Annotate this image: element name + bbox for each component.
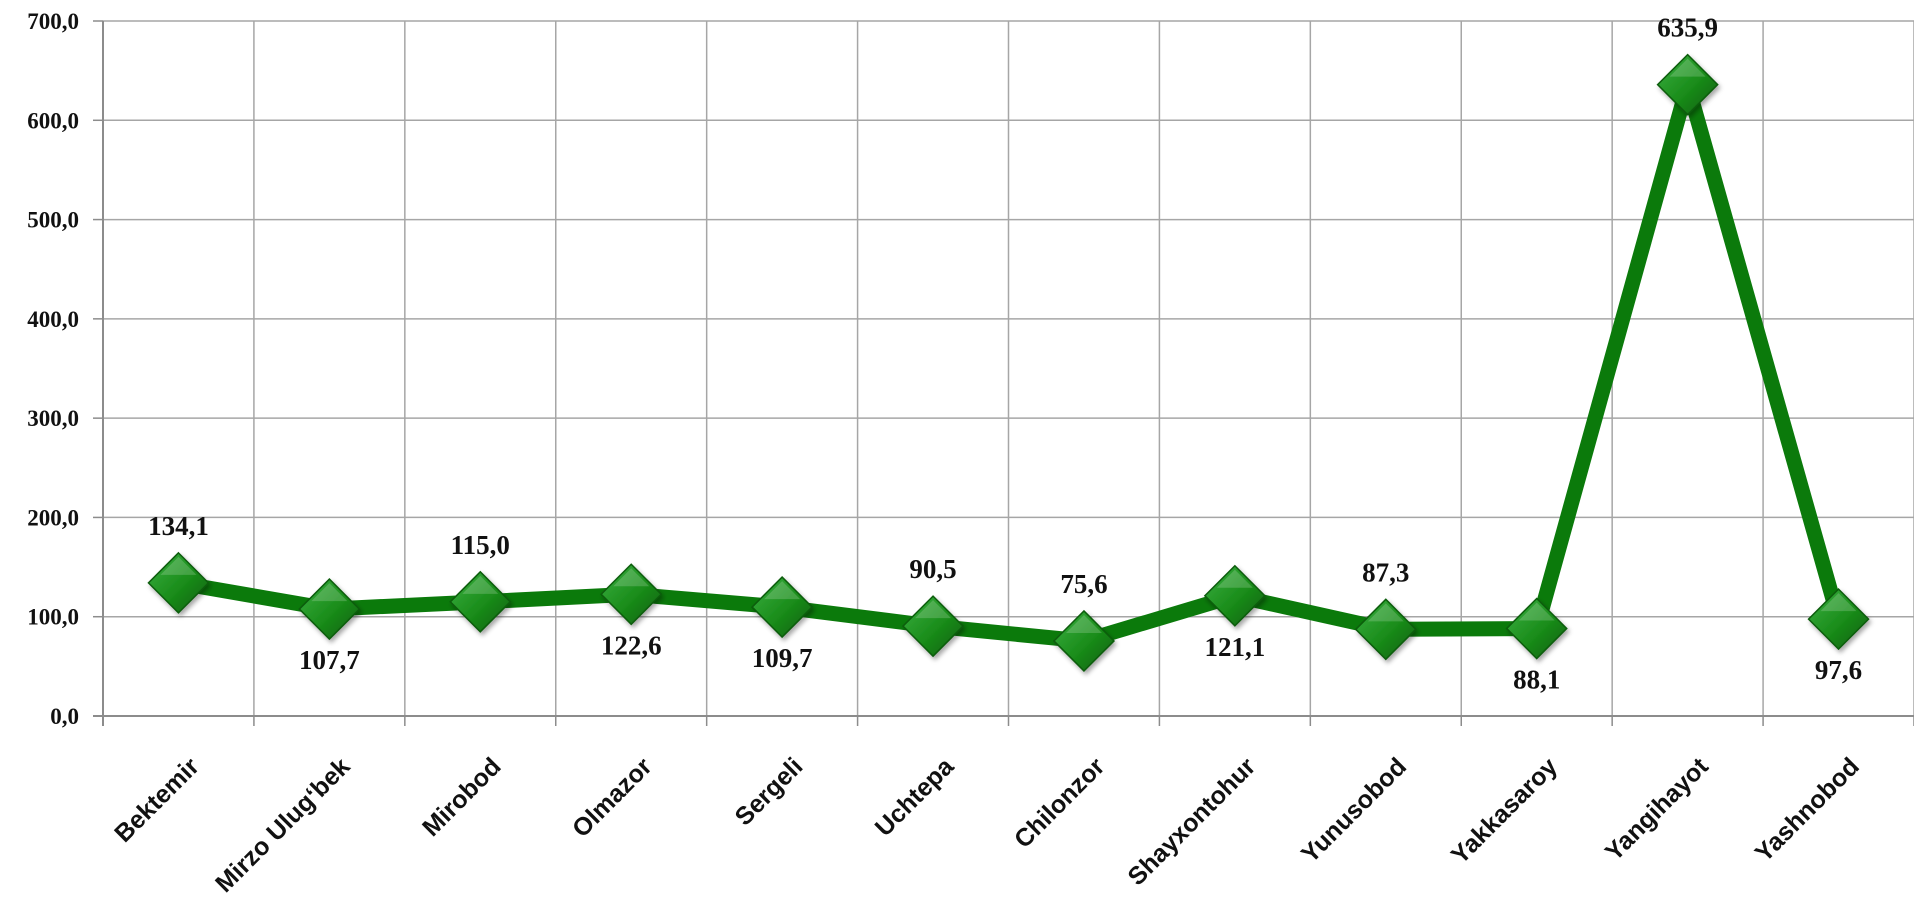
y-tick-label: 600,0 <box>27 108 79 133</box>
data-point-marker <box>298 578 361 641</box>
x-tick-label: Yangihayot <box>1600 752 1715 867</box>
x-tick-label: Yakkasaroy <box>1446 752 1563 869</box>
data-label: 121,1 <box>1205 632 1266 662</box>
x-tick-label: Yunusobod <box>1296 752 1412 868</box>
data-point-highlight <box>1216 569 1253 588</box>
data-point-highlight <box>1065 614 1102 633</box>
x-tick-label: Yashnobod <box>1750 752 1865 867</box>
y-tick-label: 700,0 <box>27 9 79 34</box>
x-tick-label: Chilonzor <box>1009 752 1110 853</box>
y-tick-label: 500,0 <box>27 208 79 233</box>
y-tick-label: 400,0 <box>27 307 79 332</box>
data-point-highlight <box>613 568 650 587</box>
axes: 0,0 100,0 200,0 300,0 400,0 500,0 600,0 700,0 Be… <box>27 9 1914 898</box>
data-label: 87,3 <box>1362 557 1409 587</box>
data-labels-group: 134,1 107,7 115,0 122,6 109,7 90,5 75,6 121,1 87… <box>148 13 1862 695</box>
data-point-marker <box>600 563 663 626</box>
data-label: 107,7 <box>299 645 360 675</box>
y-tick-label: 200,0 <box>27 505 79 530</box>
data-point-highlight <box>1367 603 1404 622</box>
data-point-marker <box>147 551 210 614</box>
data-label: 88,1 <box>1513 665 1560 695</box>
data-point-marker <box>1505 597 1568 660</box>
x-tick-label: Uchtepa <box>870 752 960 842</box>
x-tick-label: Shayxontohur <box>1122 752 1261 891</box>
data-label: 635,9 <box>1657 13 1718 43</box>
data-point-highlight <box>311 583 348 602</box>
data-point-marker <box>751 576 814 639</box>
x-tick-label: Bektemir <box>109 752 205 848</box>
y-tick-label: 100,0 <box>27 605 79 630</box>
data-label: 90,5 <box>909 554 956 584</box>
data-label: 75,6 <box>1060 569 1107 599</box>
data-label: 109,7 <box>752 643 813 673</box>
markers-group <box>147 53 1870 673</box>
data-label: 134,1 <box>148 511 209 541</box>
data-point-highlight <box>1820 593 1857 612</box>
data-label: 97,6 <box>1815 655 1862 685</box>
x-tick-label: Olmazor <box>567 752 658 843</box>
data-point-highlight <box>1518 602 1555 621</box>
data-point-marker <box>1656 53 1719 116</box>
data-point-highlight <box>160 556 197 575</box>
data-point-marker <box>901 595 965 658</box>
x-tick-label: Mirobod <box>417 752 507 842</box>
data-point-marker <box>1203 564 1266 627</box>
data-point-marker <box>1052 609 1116 673</box>
x-tick-label: Mirzo Ulug‘bek <box>210 752 356 898</box>
data-point-highlight <box>462 575 499 594</box>
data-point-highlight <box>1669 58 1706 77</box>
data-point-marker <box>1354 598 1417 661</box>
data-label: 122,6 <box>601 630 662 660</box>
data-point-highlight <box>915 600 952 619</box>
x-tick-label: Sergeli <box>730 752 809 831</box>
y-tick-label: 0,0 <box>50 704 79 729</box>
data-point-marker <box>449 570 512 633</box>
data-point-marker <box>1807 588 1870 651</box>
data-label: 115,0 <box>451 530 510 560</box>
data-point-highlight <box>764 581 801 600</box>
y-tick-label: 300,0 <box>27 406 79 431</box>
